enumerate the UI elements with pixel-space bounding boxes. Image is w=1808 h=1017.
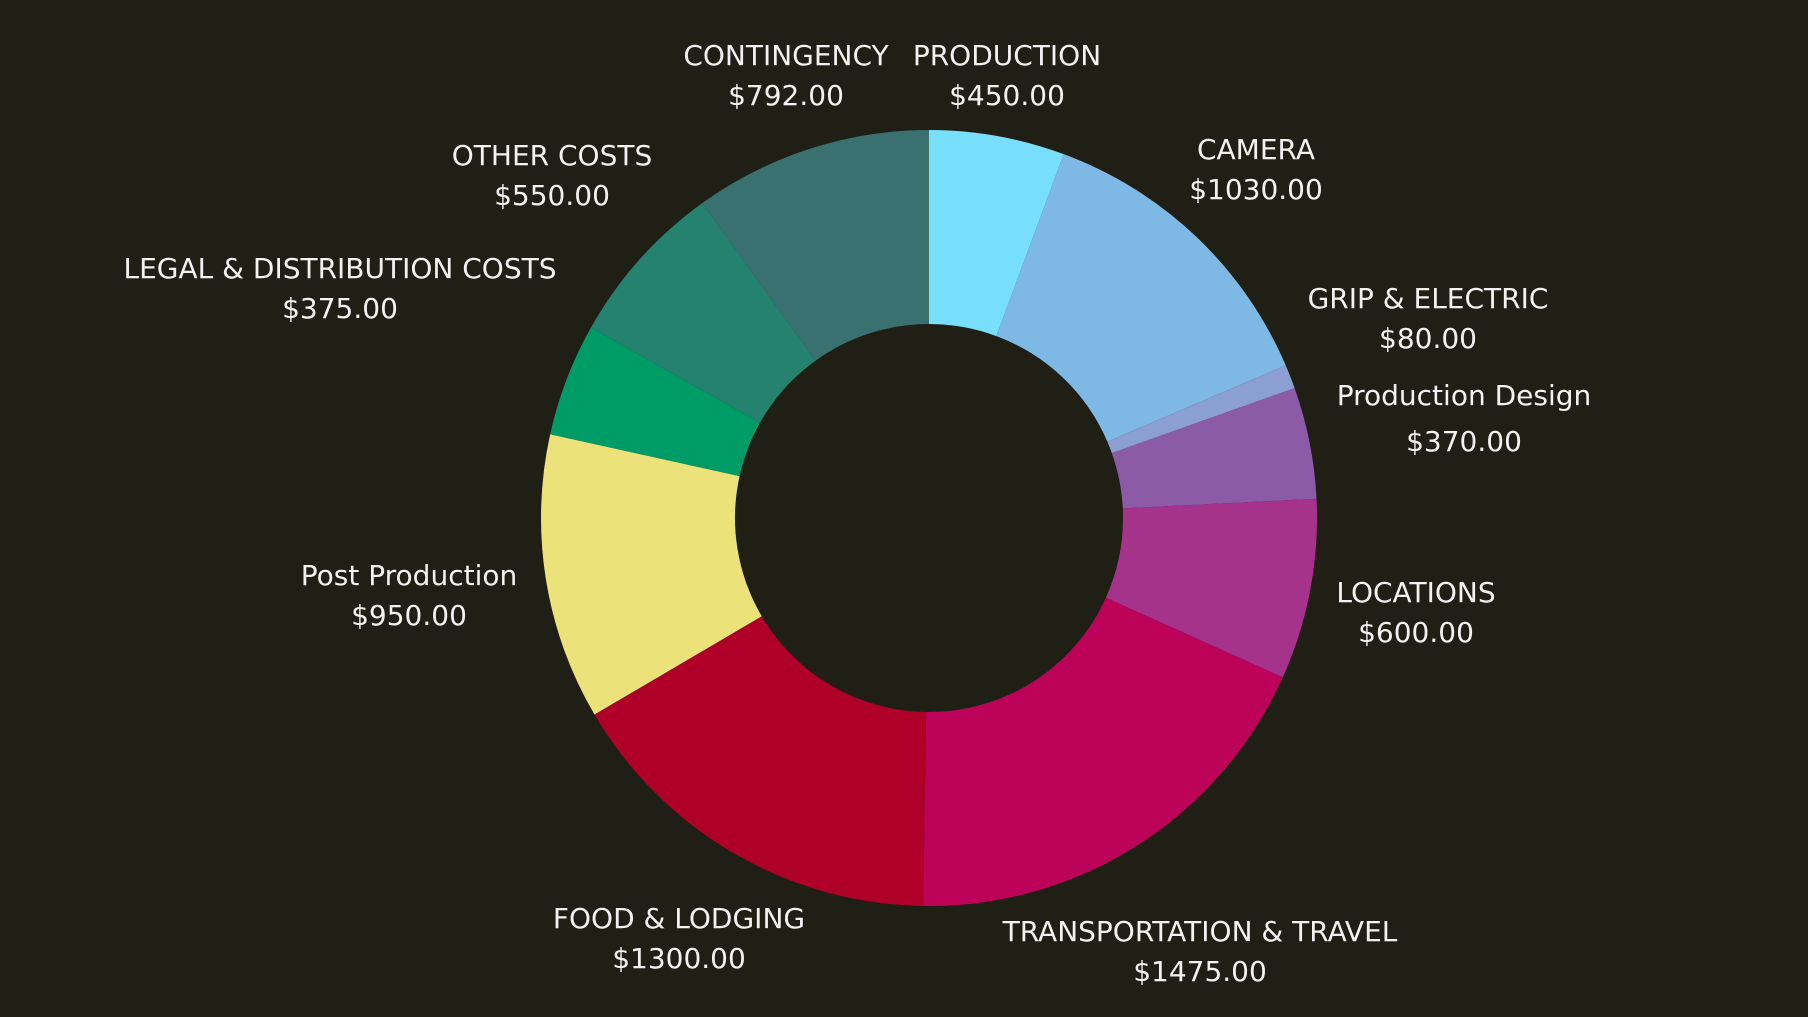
label-food-lodging: FOOD & LODGING $1300.00 (553, 899, 805, 979)
donut-slice-production (929, 130, 1064, 337)
label-contingency: CONTINGENCY $792.00 (683, 36, 888, 116)
label-camera-value: $1030.00 (1189, 173, 1323, 206)
label-contingency-value: $792.00 (728, 79, 844, 112)
label-contingency-name: CONTINGENCY (683, 39, 889, 72)
label-production-design-name: Production Design (1336, 379, 1592, 412)
label-grip-electric: GRIP & ELECTRIC $80.00 (1308, 279, 1549, 359)
donut-slice-production-design (1111, 388, 1317, 509)
label-other-costs-value: $550.00 (494, 179, 610, 212)
label-post-production-name: Post Production (300, 559, 518, 592)
label-post-production-value: $950.00 (351, 599, 467, 632)
label-legal-distribution: LEGAL & DISTRIBUTION COSTS $375.00 (124, 249, 557, 329)
label-transportation-travel: TRANSPORTATION & TRAVEL $1475.00 (1003, 912, 1398, 992)
label-legal-distribution-name: LEGAL & DISTRIBUTION COSTS (123, 252, 557, 285)
label-transportation-travel-value: $1475.00 (1133, 955, 1267, 988)
label-grip-electric-value: $80.00 (1379, 322, 1477, 355)
donut-slice-camera (996, 154, 1286, 442)
donut-slice-locations (1105, 498, 1317, 678)
donut-slice-contingency (702, 130, 929, 361)
label-production-value: $450.00 (949, 79, 1065, 112)
label-other-costs-name: OTHER COSTS (451, 139, 653, 172)
label-production: PRODUCTION $450.00 (913, 36, 1101, 116)
donut-slice-transportation-travel (923, 597, 1283, 906)
label-camera-name: CAMERA (1196, 133, 1316, 166)
label-locations: LOCATIONS $600.00 (1336, 573, 1495, 653)
donut-slice-food-lodging (594, 616, 927, 906)
label-transportation-travel-name: TRANSPORTATION & TRAVEL (1002, 915, 1398, 948)
label-legal-distribution-value: $375.00 (282, 292, 398, 325)
label-post-production: Post Production $950.00 (301, 556, 517, 636)
label-camera: CAMERA $1030.00 (1189, 130, 1323, 210)
label-production-design-value: $370.00 (1406, 425, 1522, 458)
donut-slice-other-costs (590, 203, 816, 423)
label-food-lodging-value: $1300.00 (612, 942, 746, 975)
label-other-costs: OTHER COSTS $550.00 (452, 136, 652, 216)
label-production-design: Production Design $370.00 (1337, 373, 1592, 465)
label-locations-value: $600.00 (1358, 616, 1474, 649)
donut-slice-legal-distribution-costs (550, 327, 760, 477)
donut-slice-post-production (541, 434, 762, 715)
label-production-name: PRODUCTION (912, 39, 1102, 72)
label-locations-name: LOCATIONS (1336, 576, 1496, 609)
donut-slice-grip-electric (1107, 365, 1295, 454)
label-food-lodging-name: FOOD & LODGING (552, 902, 806, 935)
label-grip-electric-name: GRIP & ELECTRIC (1307, 282, 1549, 315)
